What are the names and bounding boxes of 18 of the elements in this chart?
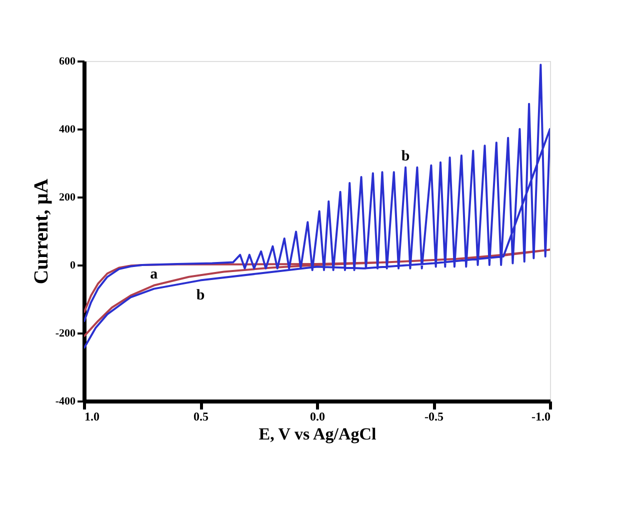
y-tick-label: 400 (59, 124, 76, 136)
y-tick-label: 200 (59, 192, 76, 204)
x-tick-label: 0.0 (310, 410, 325, 424)
line-series (84, 248, 550, 338)
annotation: a (150, 266, 158, 282)
line-series (84, 64, 550, 350)
y-tick-label: -200 (55, 328, 76, 340)
y-tick-label: 600 (59, 56, 76, 68)
x-tick-label: 1.0 (84, 410, 100, 424)
x-tick-label: 0.5 (194, 410, 208, 424)
x-axis-title: E, V vs Ag/AgCl (258, 424, 376, 444)
annotation: b (401, 148, 410, 164)
annotation: b (196, 287, 205, 304)
y-axis-title: Current, µA (30, 178, 52, 284)
y-tick-label: -400 (55, 396, 76, 408)
y-tick-label: 0 (70, 260, 76, 272)
x-tick-label: -0.5 (424, 410, 444, 424)
x-tick-label: -1.0 (532, 410, 550, 424)
